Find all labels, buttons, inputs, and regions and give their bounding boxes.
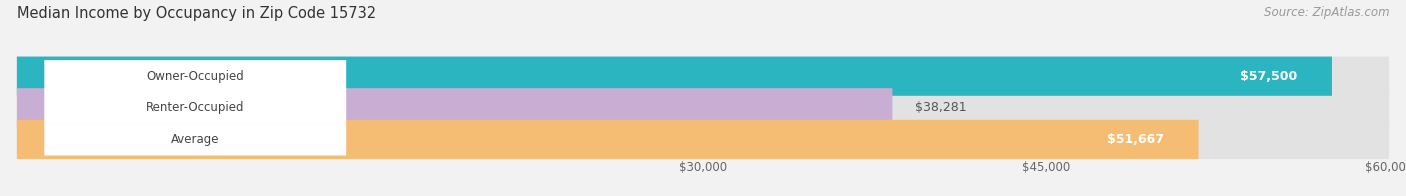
FancyBboxPatch shape	[17, 88, 893, 127]
FancyBboxPatch shape	[17, 88, 1389, 127]
Text: Source: ZipAtlas.com: Source: ZipAtlas.com	[1264, 6, 1389, 19]
FancyBboxPatch shape	[45, 92, 346, 124]
Text: Owner-Occupied: Owner-Occupied	[146, 70, 245, 83]
Text: Renter-Occupied: Renter-Occupied	[146, 101, 245, 114]
Text: Average: Average	[172, 133, 219, 146]
Text: $51,667: $51,667	[1108, 133, 1164, 146]
Text: $38,281: $38,281	[915, 101, 967, 114]
FancyBboxPatch shape	[17, 57, 1389, 96]
FancyBboxPatch shape	[45, 123, 346, 155]
Text: $57,500: $57,500	[1240, 70, 1298, 83]
FancyBboxPatch shape	[17, 120, 1198, 159]
FancyBboxPatch shape	[45, 60, 346, 92]
FancyBboxPatch shape	[17, 120, 1389, 159]
FancyBboxPatch shape	[17, 57, 1331, 96]
Text: Median Income by Occupancy in Zip Code 15732: Median Income by Occupancy in Zip Code 1…	[17, 6, 375, 21]
